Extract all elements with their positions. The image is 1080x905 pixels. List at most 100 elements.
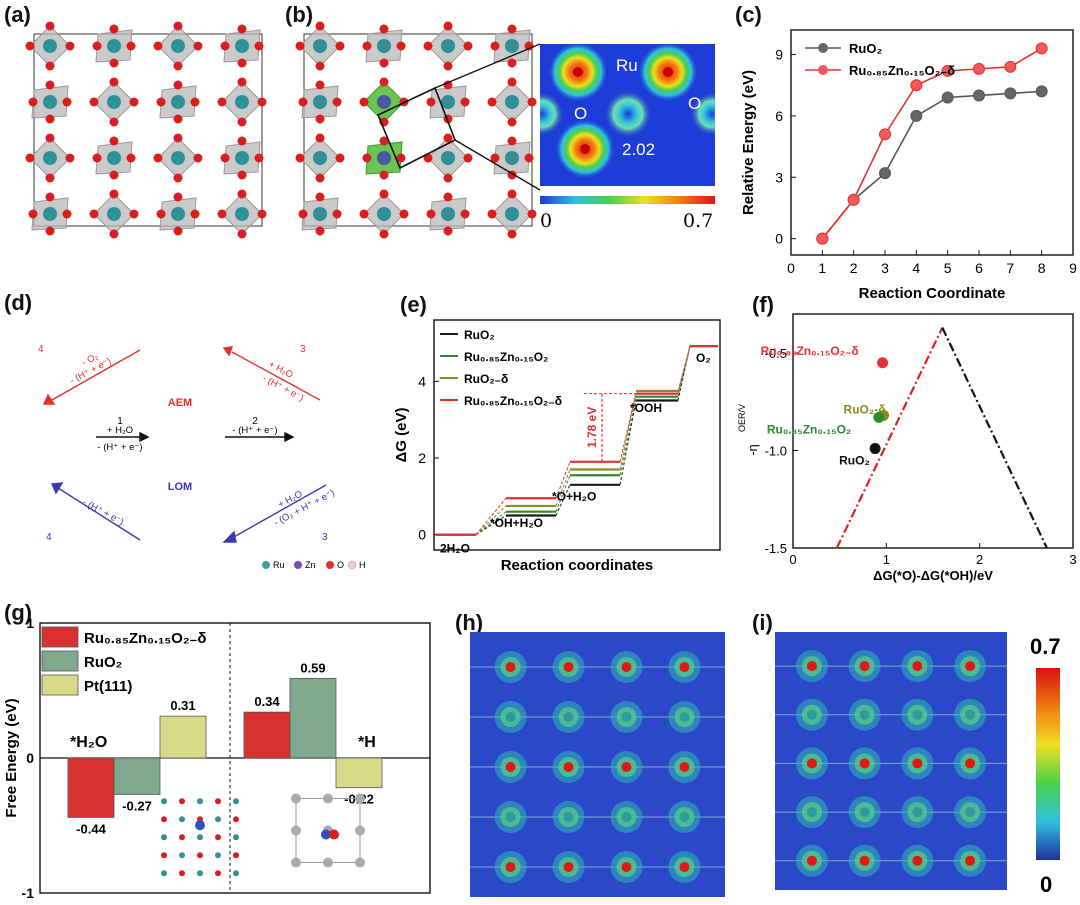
o-atom xyxy=(379,58,389,68)
inset-atom xyxy=(179,852,185,859)
legend-entry: Pt(111) xyxy=(84,678,132,695)
panel-i-label: (i) xyxy=(752,610,773,635)
inset-atom xyxy=(215,816,221,823)
connector xyxy=(475,515,507,536)
atom xyxy=(806,855,817,866)
inset-atom xyxy=(215,834,221,841)
atom xyxy=(563,812,574,822)
atom xyxy=(965,807,976,818)
inset-atom xyxy=(233,852,239,859)
panel-a-label: (a) xyxy=(4,2,31,27)
panel-h-label: (h) xyxy=(455,610,484,635)
inset-atom xyxy=(355,793,365,804)
o-atom xyxy=(62,209,72,219)
y-axis-label: ΔG (eV) xyxy=(393,408,410,463)
inset-atom xyxy=(233,870,239,877)
o-atom xyxy=(315,21,325,31)
inset-adsorbate xyxy=(329,829,339,840)
data-point xyxy=(910,109,923,122)
o-atom xyxy=(237,170,247,180)
o-atom xyxy=(443,226,453,236)
atom xyxy=(563,712,574,722)
y-tick-label: 1 xyxy=(26,615,34,631)
o-atom xyxy=(487,209,497,219)
legend-entry: RuO₂₋δ xyxy=(464,372,508,386)
o-atom xyxy=(237,24,247,34)
inset-atom xyxy=(161,798,167,805)
inset-atom xyxy=(233,834,239,841)
inset-adsorbate xyxy=(321,829,331,840)
o-atom xyxy=(507,24,517,34)
plot-frame xyxy=(792,313,1074,549)
ru-atom xyxy=(377,39,391,53)
legend-h: H xyxy=(359,560,366,570)
legend-zn: Zn xyxy=(305,560,316,570)
zn-atom xyxy=(377,95,391,109)
o-atom xyxy=(237,117,247,127)
atom xyxy=(965,855,976,866)
o-atom xyxy=(332,209,342,219)
o-atom xyxy=(25,153,35,163)
o-atom xyxy=(237,189,247,199)
legend-marker xyxy=(818,65,828,75)
o-atom xyxy=(315,133,325,143)
x-tick-label: 1 xyxy=(818,260,826,276)
o-atom xyxy=(109,77,119,87)
x-axis-label: Reaction Coordinate xyxy=(859,285,1006,302)
connector xyxy=(619,390,637,470)
ru-atom xyxy=(43,207,57,221)
o-atom xyxy=(126,41,136,51)
panel-a-structure xyxy=(25,21,267,239)
o-atom xyxy=(193,41,203,51)
inset-atom xyxy=(355,857,365,868)
atom xyxy=(912,807,923,818)
colorbar-i xyxy=(1036,668,1060,860)
atom xyxy=(505,862,516,872)
o-atom xyxy=(379,136,389,146)
bar xyxy=(113,757,161,795)
atom xyxy=(621,712,632,722)
connector xyxy=(555,469,571,507)
inset-atom xyxy=(197,798,203,805)
o-atom xyxy=(315,61,325,71)
o-atom xyxy=(379,170,389,180)
group-label: *H₂O xyxy=(70,734,107,751)
ru-atom xyxy=(107,39,121,53)
chart-f: 0 1 2 3 -0.5 -1.0 -1.5 ΔG(*O)-ΔG(*OH)/eV -η OER/V… xyxy=(737,313,1077,583)
bar-value-label: 0.31 xyxy=(170,698,195,713)
y-tick-label: -0.5 xyxy=(765,346,787,361)
charge-density-map: Ru O O 2.02 xyxy=(540,44,715,186)
o-atom xyxy=(443,192,453,202)
panel-b-structure xyxy=(295,21,537,239)
o-atom xyxy=(153,153,163,163)
o-atom xyxy=(295,41,305,51)
legend-swatch xyxy=(41,674,79,696)
atom-label-o-left: O xyxy=(574,104,588,123)
ru-atom xyxy=(505,95,519,109)
o-atom xyxy=(359,209,369,219)
step-label: *OH+H₂O xyxy=(490,516,543,530)
atom xyxy=(859,855,870,866)
lom4-a: - (H⁺ + e⁻) xyxy=(81,497,126,528)
o-atom xyxy=(173,226,183,236)
data-point xyxy=(1004,60,1017,73)
panel-d-scheme: AEM LOM 1 + H₂O - (H⁺ + e⁻) 2 - (H⁺ + e⁻… xyxy=(38,344,366,570)
o-atom xyxy=(507,136,517,146)
inset-atom xyxy=(161,852,167,859)
atom xyxy=(505,812,516,822)
o-atom xyxy=(332,97,342,107)
o-atom xyxy=(463,153,473,163)
o-atom xyxy=(28,209,38,219)
o-atom xyxy=(153,41,163,51)
panel-e-label: (e) xyxy=(400,292,427,317)
panel-b-label: (b) xyxy=(285,2,314,27)
panel-d-label: (d) xyxy=(4,290,33,315)
atom xyxy=(965,709,976,720)
o-atom xyxy=(379,77,389,87)
atom xyxy=(859,807,870,818)
colorbar-b xyxy=(540,196,715,204)
atom-label-ru: Ru xyxy=(616,56,638,75)
o-atom xyxy=(443,21,453,31)
atom xyxy=(563,862,574,872)
bar xyxy=(159,715,207,759)
